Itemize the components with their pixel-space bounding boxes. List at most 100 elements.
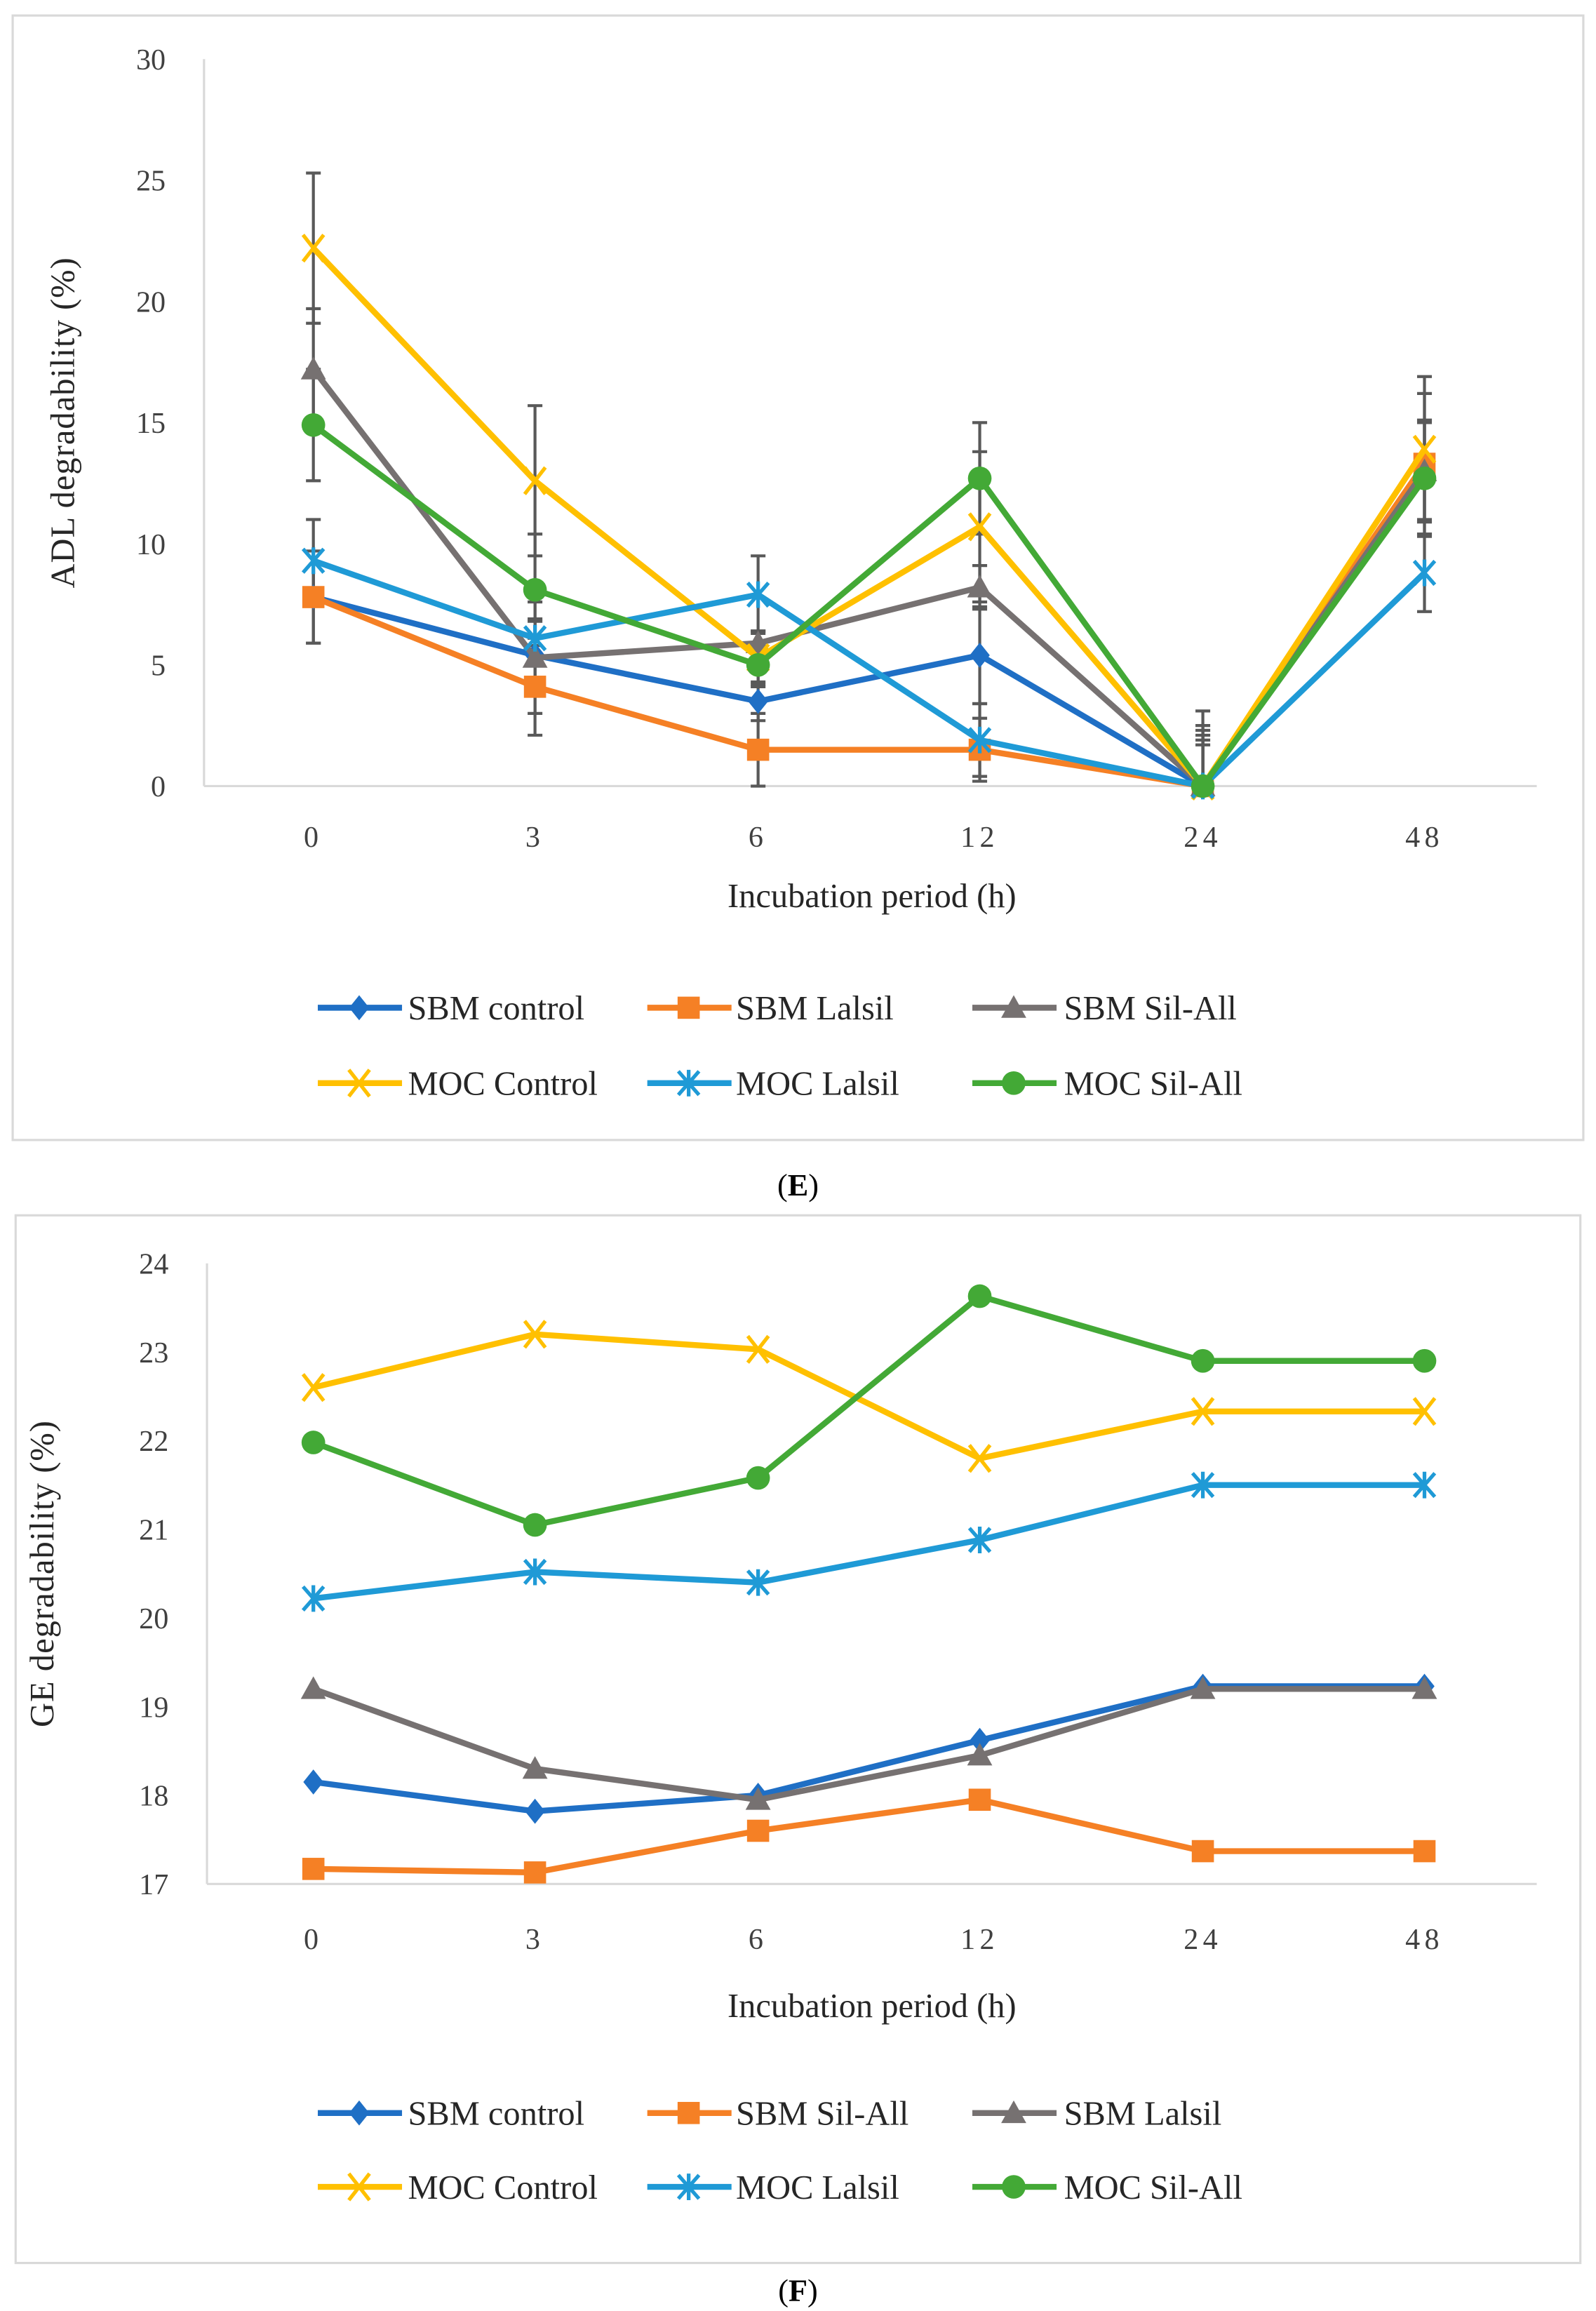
series-sbm-sil-all xyxy=(302,1788,1436,1884)
legend-marker-icon xyxy=(676,1069,701,1097)
x-tick-label: 3 xyxy=(525,821,544,854)
y-axis-title: GE degradability (%) xyxy=(24,1420,61,1727)
x-tick-label: 48 xyxy=(1405,1923,1444,1956)
data-point xyxy=(746,581,770,608)
legend-item: SBM Lalsil xyxy=(972,2096,1221,2133)
data-point xyxy=(967,512,992,542)
legend-item: SBM control xyxy=(318,990,584,1027)
data-point xyxy=(302,586,325,608)
legend-label: MOC Lalsil xyxy=(736,1066,899,1103)
x-axis-title: Incubation period (h) xyxy=(727,878,1017,915)
data-point xyxy=(1190,1676,1216,1699)
legend-label: SBM Lalsil xyxy=(1064,2096,1222,2133)
data-point xyxy=(970,1727,990,1753)
data-point xyxy=(522,1756,548,1779)
data-point xyxy=(745,1787,771,1810)
data-point xyxy=(1191,1397,1215,1426)
data-point xyxy=(301,413,326,437)
y-tick-label: 15 xyxy=(136,407,166,440)
legend-label: MOC Control xyxy=(408,2169,597,2206)
data-point xyxy=(1191,1840,1214,1863)
data-point xyxy=(300,1676,326,1699)
legend-marker-icon xyxy=(676,2173,701,2201)
data-point xyxy=(967,1284,992,1308)
data-point xyxy=(748,688,768,714)
data-point xyxy=(967,1743,993,1766)
legend-label: SBM Sil-All xyxy=(1064,990,1237,1027)
data-point xyxy=(746,652,770,677)
data-point xyxy=(301,1585,326,1612)
chart-f: 17 18 19 20 21 22 23 24 0 3 6 12 24 48 Incubation peri… xyxy=(24,1247,1537,2206)
x-tick-label: 6 xyxy=(749,821,767,854)
data-point xyxy=(1413,1840,1436,1863)
series-sbm-lalsil xyxy=(300,1676,1437,1810)
data-point xyxy=(1191,1471,1215,1499)
data-point xyxy=(301,547,326,575)
y-tick-label: 23 xyxy=(139,1337,168,1369)
data-point xyxy=(523,1861,546,1884)
series-moc-sil-all xyxy=(301,1284,1437,1537)
series-moc-control xyxy=(301,1320,1437,1473)
data-point xyxy=(1412,466,1437,490)
legend-marker-icon xyxy=(1002,1071,1026,1095)
series-line xyxy=(312,1686,1425,1803)
data-point xyxy=(523,466,547,495)
data-point xyxy=(523,1320,547,1349)
legend-label: SBM control xyxy=(408,990,584,1027)
legend-item: MOC Lalsil xyxy=(647,1066,899,1103)
data-point xyxy=(746,1569,770,1596)
legend-label: SBM Lalsil xyxy=(736,990,894,1027)
y-axis-title: ADL degradability (%) xyxy=(44,257,81,588)
legend-marker-icon xyxy=(1001,2100,1026,2124)
legend-marker-icon xyxy=(349,2100,370,2126)
series-line xyxy=(311,422,1427,789)
y-tick-label: 5 xyxy=(151,650,166,683)
data-point xyxy=(970,643,990,668)
legend-item: MOC Control xyxy=(318,1066,598,1103)
legend-item: MOC Sil-All xyxy=(972,1066,1242,1103)
legend-label: MOC Control xyxy=(408,1066,597,1103)
legend-marker-icon xyxy=(677,2101,700,2124)
legend-label: MOC Sil-All xyxy=(1064,2169,1242,2206)
x-tick-label: 6 xyxy=(749,1923,767,1956)
y-tick-label: 17 xyxy=(139,1868,168,1901)
legend-item: MOC Lalsil xyxy=(647,2169,899,2206)
data-point xyxy=(746,1819,770,1842)
data-point xyxy=(301,234,326,263)
data-point xyxy=(967,1527,992,1553)
data-point xyxy=(301,1431,326,1454)
data-point xyxy=(968,1788,991,1811)
x-tick-label: 24 xyxy=(1183,1923,1222,1956)
data-point xyxy=(967,466,992,490)
data-point xyxy=(302,1858,325,1880)
x-tick-label: 12 xyxy=(960,821,999,854)
data-point xyxy=(1191,774,1215,798)
series-line xyxy=(312,558,1427,789)
data-point xyxy=(1412,1471,1437,1499)
data-point xyxy=(523,1513,547,1537)
x-tick-label: 3 xyxy=(525,1923,544,1956)
x-tick-label: 24 xyxy=(1183,821,1222,854)
series-line xyxy=(312,1293,1425,1528)
series-line xyxy=(313,1797,1425,1876)
x-tick-label: 12 xyxy=(960,1923,999,1956)
y-tick-label: 24 xyxy=(139,1247,168,1280)
y-tick-label: 20 xyxy=(136,286,166,319)
chart-e: 0 5 10 15 20 25 30 0 3 6 12 24 48 Incubation period (… xyxy=(44,43,1537,1103)
y-tick-label: 18 xyxy=(139,1780,168,1813)
legend-item: SBM Lalsil xyxy=(647,990,894,1027)
data-point xyxy=(967,726,992,753)
y-tick-label: 21 xyxy=(139,1514,168,1547)
caption-f: (F) xyxy=(778,2273,817,2307)
y-tick-label: 0 xyxy=(151,770,166,803)
caption-f-label: F xyxy=(789,2273,807,2307)
x-tick-label: 48 xyxy=(1405,821,1444,854)
legend-marker-icon xyxy=(347,1069,371,1098)
x-tick-label: 0 xyxy=(304,1923,323,1956)
data-point xyxy=(523,1558,547,1586)
caption-e-label: E xyxy=(788,1168,808,1203)
legend-marker-icon xyxy=(347,2172,371,2202)
data-point xyxy=(746,738,770,761)
legend-item: SBM Sil-All xyxy=(972,990,1237,1027)
series-moc-lalsil xyxy=(301,1471,1437,1612)
